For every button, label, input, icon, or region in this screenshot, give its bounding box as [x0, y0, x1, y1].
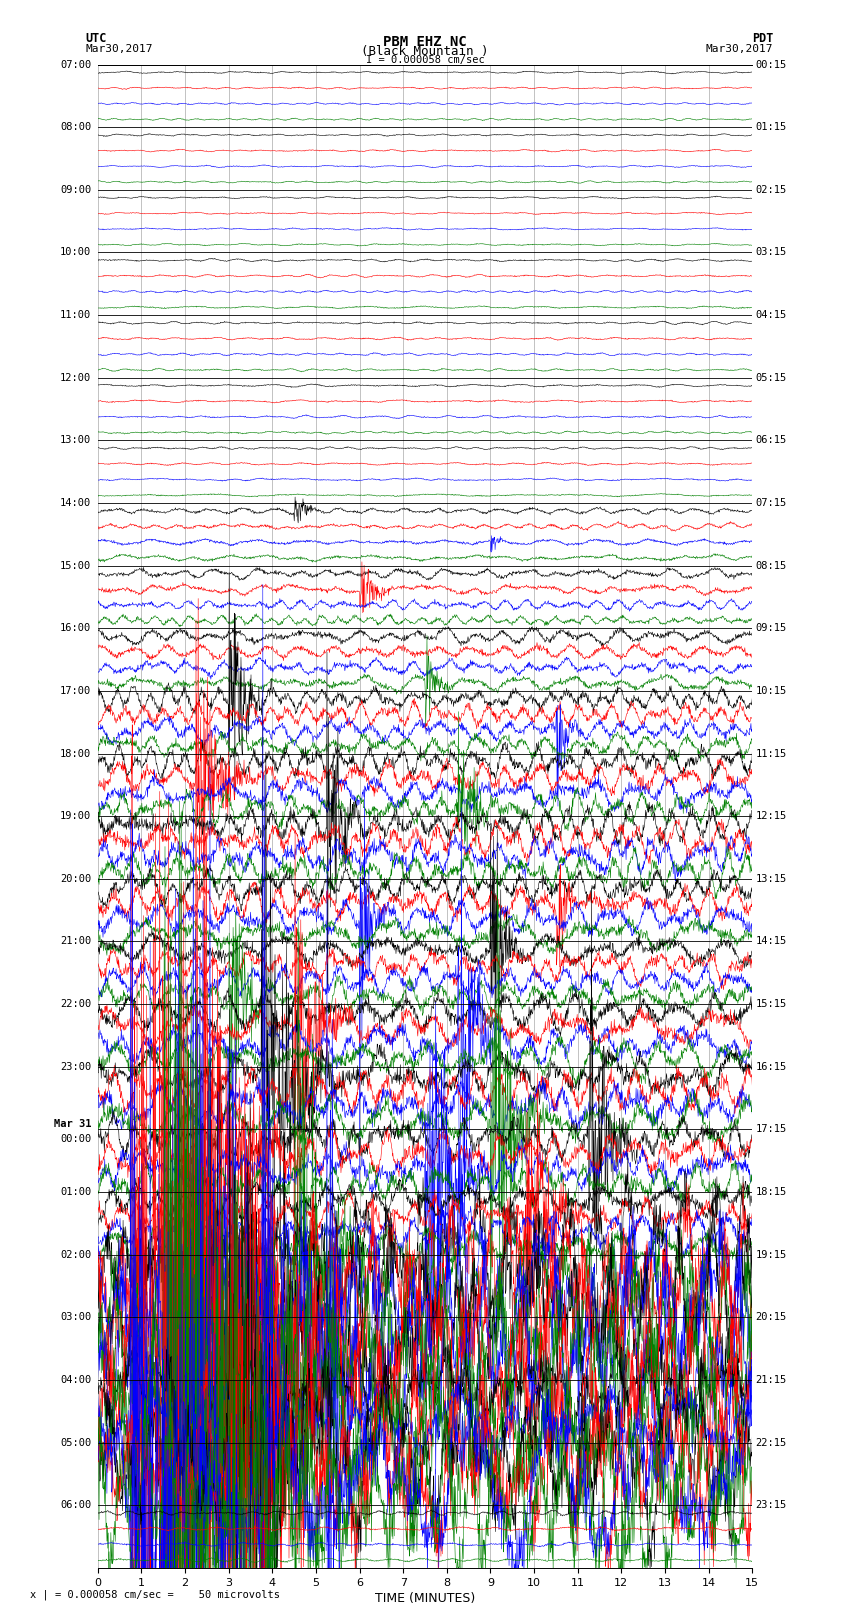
- Text: 23:00: 23:00: [60, 1061, 91, 1071]
- Text: x | = 0.000058 cm/sec =    50 microvolts: x | = 0.000058 cm/sec = 50 microvolts: [30, 1589, 280, 1600]
- Text: Mar30,2017: Mar30,2017: [706, 44, 774, 53]
- Text: (Black Mountain ): (Black Mountain ): [361, 45, 489, 58]
- Text: 14:15: 14:15: [756, 937, 787, 947]
- Text: 10:00: 10:00: [60, 247, 91, 258]
- Text: 12:00: 12:00: [60, 373, 91, 382]
- Text: 07:00: 07:00: [60, 60, 91, 69]
- Text: 04:15: 04:15: [756, 310, 787, 319]
- Text: 08:00: 08:00: [60, 123, 91, 132]
- Text: 23:15: 23:15: [756, 1500, 787, 1510]
- Text: Mar30,2017: Mar30,2017: [85, 44, 152, 53]
- Text: PBM EHZ NC: PBM EHZ NC: [383, 35, 467, 50]
- Text: 22:15: 22:15: [756, 1437, 787, 1447]
- Text: 16:00: 16:00: [60, 623, 91, 634]
- Text: 04:00: 04:00: [60, 1374, 91, 1386]
- Text: 10:15: 10:15: [756, 686, 787, 695]
- Text: 19:00: 19:00: [60, 811, 91, 821]
- Text: 05:15: 05:15: [756, 373, 787, 382]
- Text: 06:00: 06:00: [60, 1500, 91, 1510]
- Text: PDT: PDT: [752, 32, 774, 45]
- Text: 18:15: 18:15: [756, 1187, 787, 1197]
- Text: 21:15: 21:15: [756, 1374, 787, 1386]
- Text: UTC: UTC: [85, 32, 106, 45]
- Text: 01:15: 01:15: [756, 123, 787, 132]
- Text: 12:15: 12:15: [756, 811, 787, 821]
- Text: 03:00: 03:00: [60, 1313, 91, 1323]
- Text: 17:15: 17:15: [756, 1124, 787, 1134]
- Text: 20:00: 20:00: [60, 874, 91, 884]
- Text: 21:00: 21:00: [60, 937, 91, 947]
- Text: 13:00: 13:00: [60, 436, 91, 445]
- Text: 22:00: 22:00: [60, 998, 91, 1010]
- Text: 00:15: 00:15: [756, 60, 787, 69]
- Text: 15:00: 15:00: [60, 561, 91, 571]
- Text: 16:15: 16:15: [756, 1061, 787, 1071]
- Text: 06:15: 06:15: [756, 436, 787, 445]
- Text: 08:15: 08:15: [756, 561, 787, 571]
- Text: 17:00: 17:00: [60, 686, 91, 695]
- Text: I = 0.000058 cm/sec: I = 0.000058 cm/sec: [366, 55, 484, 65]
- Text: 02:15: 02:15: [756, 185, 787, 195]
- Text: 05:00: 05:00: [60, 1437, 91, 1447]
- Text: 14:00: 14:00: [60, 498, 91, 508]
- Text: 11:00: 11:00: [60, 310, 91, 319]
- Text: 00:00: 00:00: [60, 1134, 91, 1144]
- Text: 11:15: 11:15: [756, 748, 787, 758]
- Text: 03:15: 03:15: [756, 247, 787, 258]
- Text: 09:00: 09:00: [60, 185, 91, 195]
- Text: 02:00: 02:00: [60, 1250, 91, 1260]
- Text: 07:15: 07:15: [756, 498, 787, 508]
- Text: 15:15: 15:15: [756, 998, 787, 1010]
- Text: 20:15: 20:15: [756, 1313, 787, 1323]
- Text: Mar 31: Mar 31: [54, 1119, 91, 1129]
- Text: 13:15: 13:15: [756, 874, 787, 884]
- Text: 01:00: 01:00: [60, 1187, 91, 1197]
- Text: 18:00: 18:00: [60, 748, 91, 758]
- Text: 09:15: 09:15: [756, 623, 787, 634]
- X-axis label: TIME (MINUTES): TIME (MINUTES): [375, 1592, 475, 1605]
- Text: 19:15: 19:15: [756, 1250, 787, 1260]
